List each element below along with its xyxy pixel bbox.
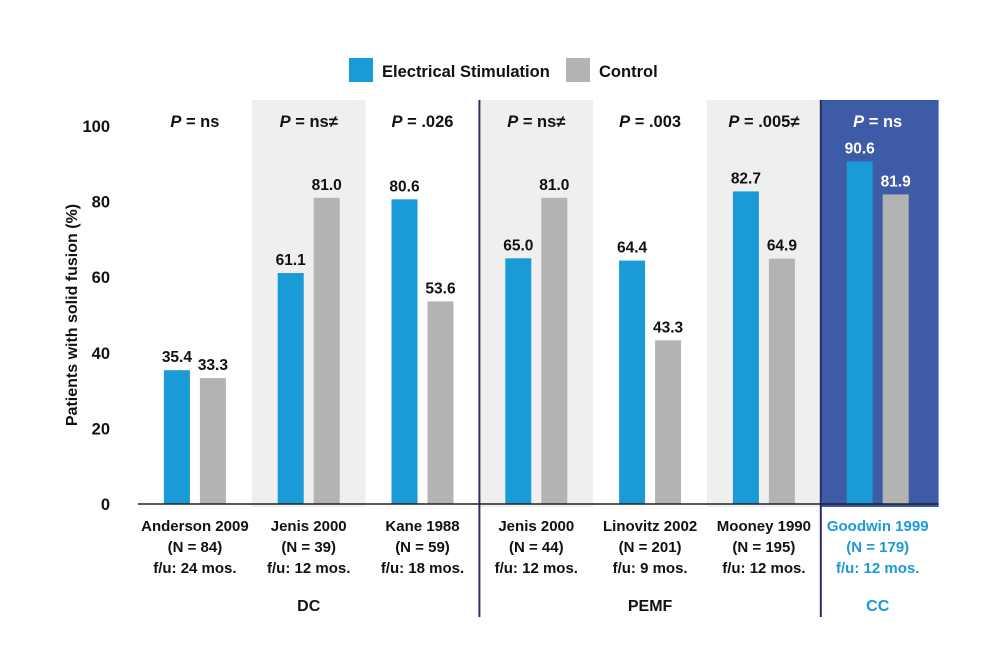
value-label: 81.0 xyxy=(312,177,342,194)
value-labels: 35.4 33.3 P = ns 61.1 81.0 P = ns≠ 80.6 53.6 P =… xyxy=(162,113,911,374)
y-tick-label: 20 xyxy=(92,420,110,438)
legend-label-stimulation: Electrical Stimulation xyxy=(382,63,550,81)
p-value-label: P = .005≠ xyxy=(728,113,799,131)
bar-control xyxy=(427,301,454,504)
category-label: f/u: 24 mos. xyxy=(153,560,236,577)
bar-stimulation xyxy=(846,161,873,505)
legend-swatch-control xyxy=(566,58,590,82)
y-tick-label: 100 xyxy=(82,118,110,136)
category-label: (N = 201) xyxy=(619,539,682,556)
bar-stimulation xyxy=(619,260,646,504)
value-label: 35.4 xyxy=(162,349,193,366)
shaded-panel xyxy=(479,100,594,507)
y-tick-label: 80 xyxy=(92,194,110,212)
category-label: f/u: 12 mos. xyxy=(495,560,578,577)
p-value-label: P = ns xyxy=(170,113,219,131)
value-label: 64.4 xyxy=(617,240,648,257)
value-label: 90.6 xyxy=(845,141,876,158)
y-tick-label: 40 xyxy=(92,345,110,363)
shaded-panel xyxy=(251,100,366,507)
value-label: 61.1 xyxy=(276,252,307,269)
bar-stimulation xyxy=(505,258,532,504)
category-label: f/u: 12 mos. xyxy=(722,560,805,577)
value-label: 81.9 xyxy=(881,173,912,190)
p-value-label: P = .026 xyxy=(392,113,454,131)
value-label: 33.3 xyxy=(198,357,229,374)
category-label: (N = 195) xyxy=(732,539,795,556)
bar-stimulation xyxy=(163,370,190,504)
bar-control xyxy=(768,258,795,504)
panel-backgrounds xyxy=(251,100,939,507)
value-label: 65.0 xyxy=(503,237,533,254)
value-label: 43.3 xyxy=(653,319,684,336)
value-label: 80.6 xyxy=(389,178,420,195)
value-label: 82.7 xyxy=(731,170,761,187)
legend-swatch-stimulation xyxy=(349,58,373,82)
group-dividers xyxy=(478,100,822,617)
shaded-panel xyxy=(707,100,821,507)
category-label: Anderson 2009 xyxy=(141,518,249,535)
legend: Electrical Stimulation Control xyxy=(349,58,658,82)
category-label: (N = 179) xyxy=(846,539,909,556)
bar-control xyxy=(199,378,226,504)
category-label: f/u: 12 mos. xyxy=(267,560,350,577)
category-label: f/u: 12 mos. xyxy=(836,560,919,577)
bar-control xyxy=(655,340,682,504)
bar-control xyxy=(313,197,340,504)
category-labels: Anderson 2009 (N = 84) f/u: 24 mos. Jenis 2… xyxy=(141,518,928,615)
legend-label-control: Control xyxy=(599,63,658,81)
bars xyxy=(163,161,909,505)
y-tick-label: 60 xyxy=(92,269,110,287)
category-label: (N = 59) xyxy=(395,539,450,556)
value-label: 53.6 xyxy=(425,280,456,297)
group-label: DC xyxy=(297,598,321,615)
category-label: Jenis 2000 xyxy=(271,518,347,535)
bar-stimulation xyxy=(732,191,759,505)
value-label: 81.0 xyxy=(539,177,569,194)
category-label: (N = 84) xyxy=(168,539,223,556)
group-label: PEMF xyxy=(628,598,673,615)
highlight-panel xyxy=(820,100,939,507)
p-value-label: P = ns≠ xyxy=(507,113,565,131)
category-label: (N = 44) xyxy=(509,539,564,556)
bar-stimulation xyxy=(277,273,304,504)
bar-control xyxy=(541,197,568,504)
category-label: (N = 39) xyxy=(281,539,336,556)
category-label: Linovitz 2002 xyxy=(603,518,697,535)
p-value-label: P = .003 xyxy=(619,113,681,131)
bar-control xyxy=(882,194,909,504)
category-label: Mooney 1990 xyxy=(717,518,811,535)
y-axis: 0 20 40 60 80 100 Patients with solid fusion (… xyxy=(64,118,939,514)
group-label: CC xyxy=(866,598,890,615)
y-tick-label: 0 xyxy=(101,496,110,514)
category-label: f/u: 9 mos. xyxy=(613,560,688,577)
p-value-label: P = ns≠ xyxy=(280,113,338,131)
p-value-label: P = ns xyxy=(853,113,902,131)
y-axis-label: Patients with solid fusion (%) xyxy=(64,204,81,426)
category-label: Jenis 2000 xyxy=(498,518,574,535)
value-label: 64.9 xyxy=(767,238,798,255)
category-label: f/u: 18 mos. xyxy=(381,560,464,577)
bar-stimulation xyxy=(391,199,418,504)
category-label: Goodwin 1999 xyxy=(827,518,929,535)
category-label: Kane 1988 xyxy=(385,518,459,535)
